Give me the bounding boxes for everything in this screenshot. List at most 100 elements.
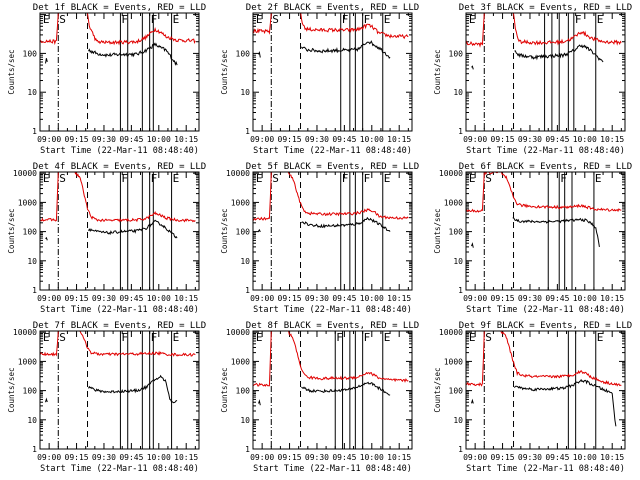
det-2-marker-f: F [342,13,349,26]
det-6-xtick-label: 09:30 [518,294,542,303]
det-1-ytick-label: 10 [27,88,37,97]
det-2-panel: Det 2f BLACK = Events, RED = LLD Counts/s… [220,3,419,156]
det-8-series-events [258,381,391,406]
det-3-ylabel: Counts/sec [433,49,442,94]
det-8-xtick-label: 09:45 [332,453,356,462]
det-1-marker-e: E [43,13,50,26]
det-8-ytick-label: 10 [240,416,250,425]
det-3-xtick-label: 09:30 [518,135,542,144]
det-4-marker-e: E [43,172,50,185]
det-3-panel: Det 3f BLACK = Events, RED = LLD Counts/s… [433,3,632,156]
det-7-xtick-label: 10:15 [174,453,198,462]
det-6-ytick-label: 1 [458,286,463,295]
det-5-ytick-label: 1 [245,286,250,295]
det-6-ytick-label: 100 [449,228,464,237]
det-3-marker-f: F [575,13,582,26]
det-1-marker-s: S [59,13,66,26]
det-7-marker-s: S [59,331,66,344]
det-5-ytick-label: 10000 [226,169,250,178]
det-5-marker-e: E [256,172,263,185]
det-4-marker-f: F [151,172,158,185]
det-9-xlabel: Start Time (22-Mar-11 08:48:40) [466,464,625,474]
det-7-xtick-label: 09:45 [119,453,143,462]
det-9-xtick-label: 09:30 [518,453,542,462]
det-8-ylabel: Counts/sec [220,367,229,412]
det-1-marker-e: E [173,13,180,26]
det-7-ylabel: Counts/sec [7,367,16,412]
det-1-series-events [45,42,178,66]
det-6-ylabel: Counts/sec [433,208,442,253]
det-1-xtick-label: 09:00 [37,135,61,144]
det-1-xtick-label: 10:15 [174,135,198,144]
det-1-panel: Det 1f BLACK = Events, RED = LLD Counts/s… [7,3,206,156]
det-4-xtick-label: 10:15 [174,294,198,303]
det-5-ytick-label: 100 [236,228,251,237]
det-1-xlabel: Start Time (22-Mar-11 08:48:40) [40,146,199,156]
det-3-xtick-label: 10:15 [600,135,624,144]
det-7-data [40,331,196,449]
det-6-xtick-label: 09:00 [463,294,487,303]
det-1-marker-f: F [151,13,158,26]
det-7-xtick-label: 09:30 [92,453,116,462]
det-1-ytick-label: 100 [23,49,38,58]
det-9-ytick-label: 10000 [439,328,463,337]
det-9-frame [465,330,626,450]
det-2-series-lld [253,13,409,40]
det-7-marker-f: F [151,331,158,344]
det-7-panel: Det 7f BLACK = Events, RED = LLD Counts/s… [7,321,206,474]
det-8-marker-e: E [256,331,263,344]
det-4-xlabel: Start Time (22-Mar-11 08:48:40) [40,305,199,315]
det-2-ylabel: Counts/sec [220,49,229,94]
det-8-marker-f: F [336,331,343,344]
det-6-ytick-label: 10 [453,257,463,266]
det-1-xtick-label: 09:15 [65,135,89,144]
det-4-ytick-label: 10 [27,257,37,266]
det-4-xtick-label: 09:15 [65,294,89,303]
det-7-xtick-label: 09:00 [37,453,61,462]
det-5-series-lld [253,172,409,221]
det-7-marker-e: E [43,331,50,344]
det-8-xlabel: Start Time (22-Mar-11 08:48:40) [253,464,412,474]
det-8-series-lld [253,331,409,387]
det-9-ytick-label: 10 [453,416,463,425]
det-6-frame [465,171,626,291]
det-5-ytick-label: 1000 [231,198,250,207]
det-2-ytick-label: 1 [245,127,250,136]
det-5-marker-f: F [342,172,349,185]
det-2-series-events [258,40,391,59]
det-9-marker-s: S [485,331,492,344]
det-3-ytick-label: 1 [458,127,463,136]
det-6-panel: Det 6f BLACK = Events, RED = LLD Counts/s… [433,162,632,315]
det-2-xtick-label: 10:15 [387,135,411,144]
det-9-panel: Det 9f BLACK = Events, RED = LLD Counts/s… [433,321,632,474]
det-4-marker-s: S [59,172,66,185]
det-9-ytick-label: 1000 [444,357,463,366]
det-6-marker-s: S [485,172,492,185]
det-9-xtick-label: 09:45 [545,453,569,462]
det-6-marker-e: E [595,172,602,185]
det-4-xtick-label: 09:30 [92,294,116,303]
det-4-ytick-label: 1 [32,286,37,295]
det-6-xtick-label: 09:15 [491,294,515,303]
det-8-ytick-label: 10000 [226,328,250,337]
det-9-xtick-label: 10:15 [600,453,624,462]
det-7-series-events [45,374,178,404]
det-5-data [253,172,409,290]
det-5-series-events [258,216,391,233]
det-3-xtick-label: 09:45 [545,135,569,144]
det-3-marker-e: E [469,13,476,26]
det-1-series-lld [40,13,196,46]
det-2-ytick-label: 100 [236,49,251,58]
det-9-series-lld [466,331,622,387]
det-5-xtick-label: 09:15 [278,294,302,303]
det-7-ytick-label: 1 [32,445,37,454]
det-3-xlabel: Start Time (22-Mar-11 08:48:40) [466,146,625,156]
det-4-data [40,172,196,290]
det-2-data [253,13,409,131]
det-5-xlabel: Start Time (22-Mar-11 08:48:40) [253,305,412,315]
det-1-data [40,13,196,131]
det-4-frame [39,171,200,291]
det-2-marker-f: F [364,13,371,26]
det-9-ytick-label: 1 [458,445,463,454]
det-5-xtick-label: 09:30 [305,294,329,303]
